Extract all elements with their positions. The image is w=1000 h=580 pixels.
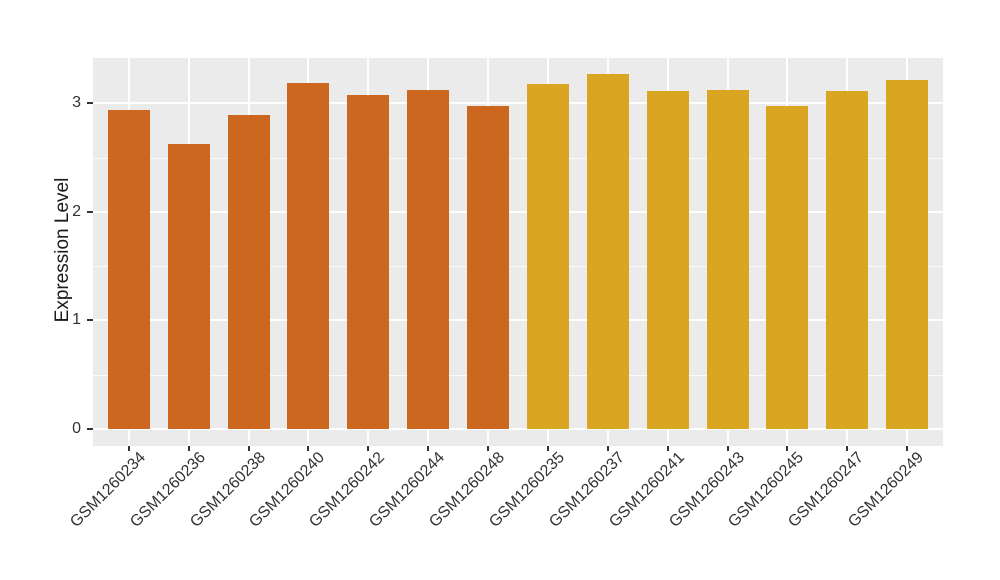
bar-GSM1260235: [526, 83, 569, 429]
plot-panel: [93, 58, 943, 446]
x-tick-mark: [606, 446, 609, 451]
x-tick-mark: [546, 446, 549, 451]
y-tick-mark: [87, 102, 93, 105]
x-tick-mark: [487, 446, 490, 451]
gridline-minor-h: [93, 266, 943, 268]
bar-GSM1260234: [107, 109, 150, 429]
x-tick-mark: [726, 446, 729, 451]
x-tick-mark: [427, 446, 430, 451]
gridline-major-h: [93, 102, 943, 105]
gridline-major-h: [93, 428, 943, 430]
x-tick-mark: [127, 446, 130, 451]
bar-GSM1260242: [347, 94, 390, 429]
bar-GSM1260244: [407, 90, 450, 429]
gridline-minor-h: [93, 157, 943, 159]
gridline-major-h: [93, 319, 943, 322]
y-tick-label: 3: [72, 94, 81, 112]
x-tick-mark: [666, 446, 669, 451]
x-tick-mark: [247, 446, 250, 451]
x-tick-mark: [187, 446, 190, 451]
bar-GSM1260237: [586, 73, 629, 429]
x-tick-mark: [367, 446, 370, 451]
bar-GSM1260236: [167, 144, 210, 429]
y-tick-label: 2: [72, 202, 81, 220]
y-tick-mark: [87, 210, 93, 213]
gridline-minor-h: [93, 374, 943, 376]
y-tick-label: 1: [72, 311, 81, 329]
bar-GSM1260248: [467, 106, 510, 429]
x-tick-label: GSM1260234: [67, 449, 149, 531]
bar-GSM1260241: [646, 91, 689, 429]
x-tick-mark: [307, 446, 310, 451]
x-tick-mark: [906, 446, 909, 451]
y-tick-label: 0: [72, 420, 81, 437]
y-tick-mark: [87, 319, 93, 322]
x-tick-mark: [786, 446, 789, 451]
gridline-major-h: [93, 210, 943, 213]
bar-GSM1260247: [826, 91, 869, 429]
bar-GSM1260249: [886, 80, 929, 429]
y-tick-mark: [87, 428, 93, 430]
bar-GSM1260245: [766, 106, 809, 429]
bar-GSM1260240: [287, 82, 330, 429]
bar-GSM1260243: [706, 90, 749, 429]
x-tick-mark: [846, 446, 849, 451]
bar-GSM1260238: [227, 115, 270, 429]
